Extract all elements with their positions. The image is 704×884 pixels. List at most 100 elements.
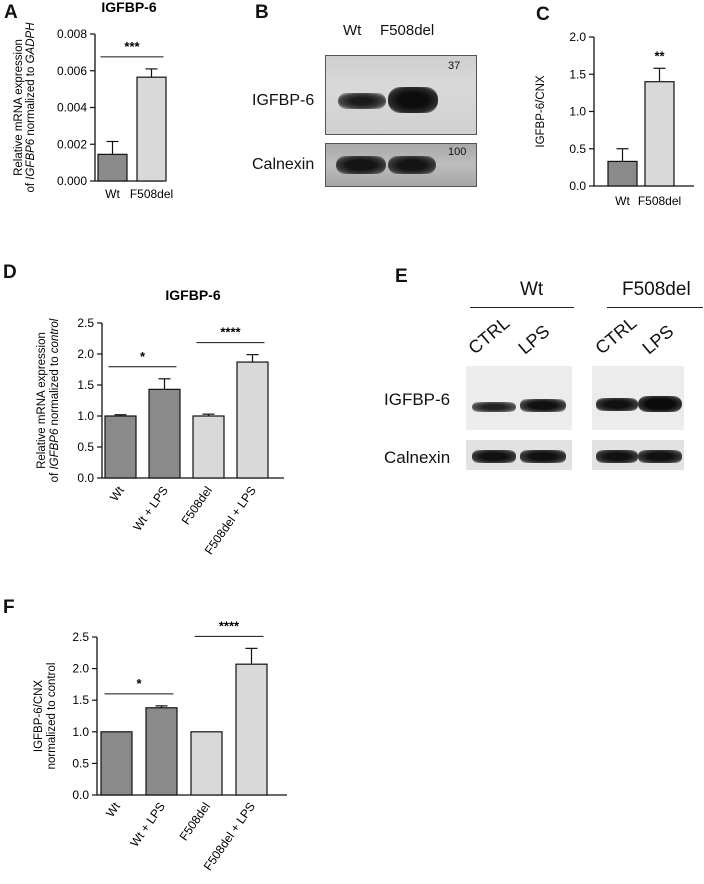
panel-letter-f: F (3, 597, 15, 618)
bar (190, 731, 223, 796)
panel-letter-d: D (3, 262, 17, 283)
blot-e-calnexin-membrane-f508del (592, 440, 684, 470)
blot-e-group-wt: Wt (520, 279, 544, 300)
blot-e-calnexin-membrane-wt (466, 440, 572, 470)
blot-b-band (388, 156, 436, 174)
y-axis-label-line2: of IGFBP6 normalized to control (49, 318, 61, 482)
x-tick-label: Wt (615, 194, 630, 208)
blot-e-igfbp6-membrane-f508del (592, 366, 684, 430)
y-axis-label-part: normalized to (49, 353, 61, 428)
blot-e-row-calnexin: Calnexin (384, 448, 451, 467)
blot-b-row-calnexin: Calnexin (252, 156, 315, 173)
x-tick-label: Wt (107, 483, 127, 504)
x-tick-label: Wt (105, 187, 120, 201)
y-tick-label: 0.5 (569, 142, 586, 156)
significance-label: **** (219, 618, 240, 633)
bar (104, 415, 137, 479)
y-axis-label-line2: of IGFBP6 normalized to GADPH (25, 22, 37, 193)
y-tick-label: 2.5 (72, 630, 89, 644)
significance-label: ** (654, 48, 665, 63)
x-tick-label: F508del (638, 194, 681, 208)
y-axis-label-part: of (25, 180, 37, 193)
blot-e-group-f508del: F508del (622, 279, 691, 300)
blot-e-band (638, 450, 682, 463)
bar (235, 663, 268, 796)
y-tick-label: 1.5 (569, 67, 586, 81)
y-tick-label: 1.0 (72, 725, 89, 739)
x-tick-label: F508del (179, 484, 215, 528)
chart-d-group: IGFBP-6 0.0 0.5 1.0 1.5 2.0 2.5 Relative mRNA e… (36, 287, 284, 557)
panel-letter-e: E (395, 266, 408, 287)
y-axis-label-line1: IGFBP-6/CNX (33, 680, 45, 753)
y-axis-label-part: GADPH (25, 22, 37, 64)
blot-e-band (596, 398, 638, 411)
significance-label: * (136, 676, 142, 691)
x-tick-label: Wt (103, 799, 123, 820)
bar (236, 361, 269, 479)
y-tick-label: 0.5 (77, 440, 94, 454)
y-tick-label: 0.008 (57, 27, 87, 41)
y-tick-label: 1.5 (77, 378, 94, 392)
blot-b-band (388, 87, 438, 113)
chart-title: IGFBP-6 (101, 0, 156, 15)
chart-c-group: 0.0 0.5 1.0 1.5 2.0 IGFBP-6/CNX Wt F508del ** (535, 30, 694, 208)
x-tick-label: F508del (130, 187, 173, 201)
y-tick-label: 2.0 (72, 662, 89, 676)
y-axis-label: IGFBP-6/CNX (535, 75, 547, 148)
y-tick-label: 2.5 (77, 316, 94, 330)
y-tick-label: 0.0 (72, 788, 89, 802)
y-axis-label-part: IGFBP6 (25, 138, 37, 180)
y-axis-label-line1: Relative mRNA expression (36, 332, 48, 469)
blot-e-group-f508del-line (607, 307, 703, 308)
bar (148, 388, 181, 479)
blot-e-band (596, 450, 638, 463)
y-tick-label: 1.5 (72, 693, 89, 707)
y-tick-label: 2.0 (77, 347, 94, 361)
bar (192, 415, 225, 479)
bar (97, 153, 128, 182)
y-axis-label-part: of (49, 470, 61, 483)
y-tick-label: 0.006 (57, 64, 87, 78)
blot-b-calnexin-membrane: 100 (325, 143, 477, 187)
y-tick-label: 0.004 (57, 101, 87, 115)
bar (145, 707, 178, 796)
blot-e-band (520, 399, 566, 412)
blot-b-lane-wt: Wt (343, 22, 362, 39)
blot-e-row-igfbp6: IGFBP-6 (384, 390, 451, 409)
blot-b-band (338, 93, 386, 109)
panel-letter-c: C (536, 4, 550, 25)
chart-f-group: 0.0 0.5 1.0 1.5 2.0 2.5 IGFBP-6/CNX normalized … (33, 618, 287, 873)
blot-e-band (472, 450, 516, 463)
y-tick-label: 0.5 (72, 756, 89, 770)
y-tick-label: 2.0 (569, 30, 586, 44)
panel-letter-b: B (255, 2, 269, 23)
significance-label: **** (220, 325, 241, 340)
chart-title: IGFBP-6 (165, 287, 220, 303)
bar (136, 76, 167, 182)
bar (607, 160, 638, 187)
blot-b-band (336, 156, 386, 174)
y-axis-label-part: control (49, 318, 61, 353)
blot-b-lane-f508del: F508del (380, 22, 435, 39)
significance-label: *** (124, 39, 140, 54)
y-axis-label-line1: Relative mRNA expression (13, 39, 25, 176)
blot-b-marker-37: 37 (448, 60, 461, 72)
chart-a-group: IGFBP-6 0.000 0.002 0.004 0.006 0.008 Relative… (13, 0, 173, 201)
blot-e-igfbp6-membrane-wt (466, 366, 572, 430)
y-tick-label: 0.000 (57, 174, 87, 188)
bar (100, 731, 133, 796)
bar (644, 81, 675, 187)
blot-b-marker-100: 100 (448, 146, 467, 158)
y-axis-label-line2: normalized to control (46, 663, 58, 770)
y-axis-label-part: normalized to (25, 63, 37, 138)
panel-letter-a: A (4, 2, 18, 23)
blot-e-group-wt-line (470, 307, 574, 308)
y-tick-label: 0.002 (57, 137, 87, 151)
x-tick-label: Wt + LPS (127, 800, 168, 850)
y-tick-label: 1.0 (77, 409, 94, 423)
y-axis-label-part: IGFBP6 (49, 428, 61, 470)
blot-e-band (520, 450, 566, 463)
blot-e-band (472, 402, 516, 412)
blot-e-band (638, 396, 682, 412)
